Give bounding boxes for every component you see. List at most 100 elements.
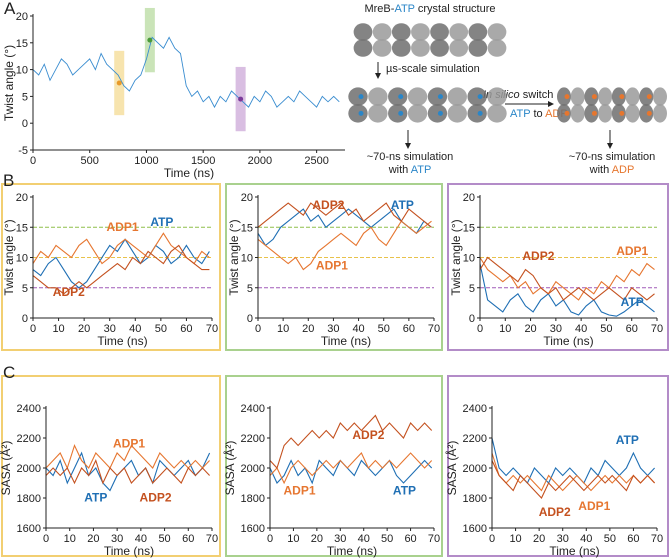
panel: B 0 5 10 15 20 0 10 20 30 40 50 60 70 Time (ns) Twist a… (1, 171, 221, 351)
y-tick-label: 20 (16, 11, 28, 23)
series-line (479, 263, 655, 317)
series-line (479, 257, 655, 301)
protein-blob (449, 39, 469, 57)
x-tick-label: 60 (403, 323, 415, 335)
x-tick-label: 40 (129, 323, 141, 335)
diagram-text: ~70-ns simulation (569, 151, 656, 163)
protein-blob (598, 87, 613, 106)
protein-blob (467, 104, 487, 123)
y-tick-label: 10 (241, 253, 253, 265)
text-part: to (530, 108, 545, 120)
y-tick-label: 1800 (463, 493, 487, 505)
series-label: ATP (621, 295, 644, 309)
y-tick-label: 10 (16, 65, 28, 77)
protein-blob (570, 104, 585, 123)
diagram-text: MreB-ATP crystal structure (364, 3, 495, 15)
x-tick-label: 30 (557, 533, 569, 545)
protein-blob (467, 87, 487, 106)
x-tick-label: 10 (499, 323, 511, 335)
x-tick-label: 10 (52, 323, 64, 335)
protein-blob (368, 87, 388, 106)
text-part: with (388, 164, 411, 176)
y-axis-label: Twist angle (°) (227, 219, 241, 295)
nucleotide (591, 110, 597, 116)
protein-blob (611, 87, 626, 106)
nucleotide (398, 94, 404, 100)
x-tick-label: 30 (550, 323, 562, 335)
series-label: ADP1 (284, 483, 316, 497)
highlight-point (238, 96, 244, 102)
panel: 0 5 10 15 20 0 10 20 30 40 50 60 70 Time (ns) Twist an… (447, 183, 669, 351)
series-label: ATP (391, 198, 414, 212)
x-tick-label: 1000 (134, 155, 158, 167)
x-tick-label: 40 (135, 533, 147, 545)
x-tick-label: 0 (477, 323, 483, 335)
filament (348, 87, 507, 123)
series-line (491, 437, 656, 484)
x-tick-label: 0 (30, 323, 36, 335)
highlight-point (147, 37, 153, 43)
y-tick-label: 2400 (463, 403, 487, 415)
panel-frame (447, 183, 669, 351)
text-part: crystal structure (415, 3, 496, 15)
y-tick-label: 20 (16, 192, 28, 204)
x-tick-label: 20 (524, 323, 536, 335)
panel-frame (1, 375, 221, 557)
x-tick-label: 60 (404, 533, 416, 545)
x-tick-label: 70 (651, 323, 663, 335)
protein-blob (407, 104, 428, 123)
series-line (479, 256, 655, 301)
protein-blob (584, 104, 599, 123)
filament (353, 23, 507, 57)
y-tick-label: 1600 (241, 523, 265, 535)
protein-blob (598, 104, 613, 123)
series-label: ADP1 (578, 499, 610, 513)
series-label: ADP1 (316, 259, 348, 273)
protein-blob (427, 104, 448, 123)
diagram-text: with ATP (388, 164, 432, 176)
series-line (269, 414, 433, 470)
protein-blob (653, 104, 667, 123)
y-axis-label: SASA (Å²) (0, 441, 13, 496)
series-label: ADP2 (312, 198, 344, 212)
protein-blob (653, 87, 667, 106)
protein-blob (625, 104, 640, 123)
y-tick-label: 5 (247, 283, 253, 295)
filament (557, 87, 667, 123)
nucleotide (398, 110, 404, 116)
series-label: ATP (393, 483, 416, 497)
protein-blob (388, 87, 408, 106)
x-tick-label: 40 (580, 533, 592, 545)
diagram-text: µs-scale simulation (386, 63, 480, 75)
y-tick-label: 15 (463, 222, 475, 234)
protein-blob (570, 87, 585, 106)
series-label: ADP2 (539, 505, 571, 519)
panel: 1600 1800 2000 2200 2400 0 10 20 30 40 50 60 70 Time … (444, 375, 669, 558)
series-label: ADP1 (616, 244, 648, 258)
series-line (269, 452, 433, 485)
y-tick-label: 15 (241, 222, 253, 234)
nucleotide (646, 94, 652, 100)
protein-blob (639, 87, 654, 106)
protein-blob (430, 23, 449, 41)
y-tick-label: 15 (16, 38, 28, 50)
highlight-point (116, 80, 122, 86)
y-tick-label: 0 (22, 118, 28, 130)
protein-blob (487, 23, 507, 41)
y-tick-label: 1800 (241, 493, 265, 505)
protein-blob (639, 104, 654, 123)
panel-label: B (3, 171, 14, 190)
panel: 1600 1800 2000 2200 2400 0 10 20 30 40 50 60 70 Time … (222, 375, 443, 558)
series-label: ADP2 (140, 491, 172, 505)
y-axis-label: SASA (Å²) (222, 441, 237, 496)
x-tick-label: 0 (43, 533, 49, 545)
x-tick-label: 10 (287, 533, 299, 545)
protein-blob (487, 87, 507, 106)
panel-frame (1, 183, 221, 351)
x-tick-label: 20 (311, 533, 323, 545)
panel-frame (225, 183, 443, 351)
y-tick-label: 20 (463, 192, 475, 204)
series-line (257, 220, 432, 271)
y-tick-label: 5 (22, 283, 28, 295)
